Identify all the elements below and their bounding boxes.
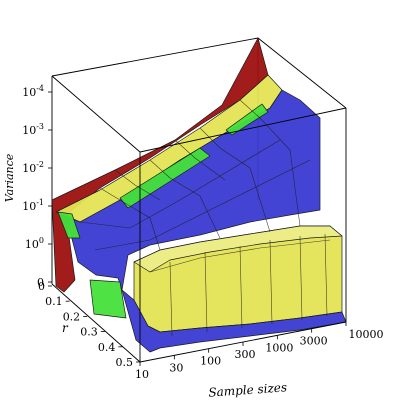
y-tick-label: 0.4 [98, 341, 116, 354]
x-tick-label: 10 [135, 368, 149, 381]
x-tick-label: 30 [169, 361, 183, 374]
surface-green-front [89, 279, 127, 319]
mesh [79, 99, 331, 337]
surface-green-upper [225, 103, 269, 136]
y-tick-label: 0.2 [63, 310, 81, 323]
surface-green-middle [119, 147, 211, 209]
z-tick-label: 10-2 [22, 160, 44, 175]
y-tick-label: 0 [38, 280, 45, 293]
z-tick-label: 10-1 [22, 198, 44, 213]
surface-green-left [57, 211, 81, 239]
x-axis-ticks: 10 30 100 300 1000 3000 10000 [135, 322, 384, 381]
surface-red-wall [51, 37, 269, 293]
z-tick-label: 100 [25, 236, 44, 251]
x-tick-label: 100 [200, 355, 221, 368]
box-front-top-edge [51, 75, 141, 153]
y-tick-label: 0.1 [45, 295, 63, 308]
surface-blue-floor [121, 289, 347, 353]
z-tick-label: 10-4 [22, 84, 44, 99]
y-tick-label: 0.3 [80, 326, 98, 339]
surfaces [51, 37, 347, 353]
box-bottom-left-edge [51, 283, 141, 363]
z-tick-label: 10-3 [22, 122, 44, 137]
x-tick-label: 3000 [300, 335, 328, 348]
y-axis-title: r [62, 321, 69, 335]
x-tick-label: 300 [235, 348, 256, 361]
box-back-top-edge [51, 37, 347, 109]
z-axis-title: Variance [3, 153, 16, 202]
y-axis-ticks: 00.10.2 0.30.40.5 [38, 280, 140, 369]
y-tick-label: 0.5 [116, 356, 134, 369]
x-tick-label: 10000 [349, 328, 384, 341]
z-axis-ticks: 10-4 10-3 10-2 10-1 100 0 [22, 84, 52, 289]
x-tick-label: 1000 [265, 341, 293, 354]
surface-yellow-plateau-top [133, 225, 343, 273]
x-axis-title: Sample sizes [208, 380, 288, 399]
z-tick-label: 0 [37, 276, 44, 289]
box-front-top-right-edge [139, 107, 347, 153]
